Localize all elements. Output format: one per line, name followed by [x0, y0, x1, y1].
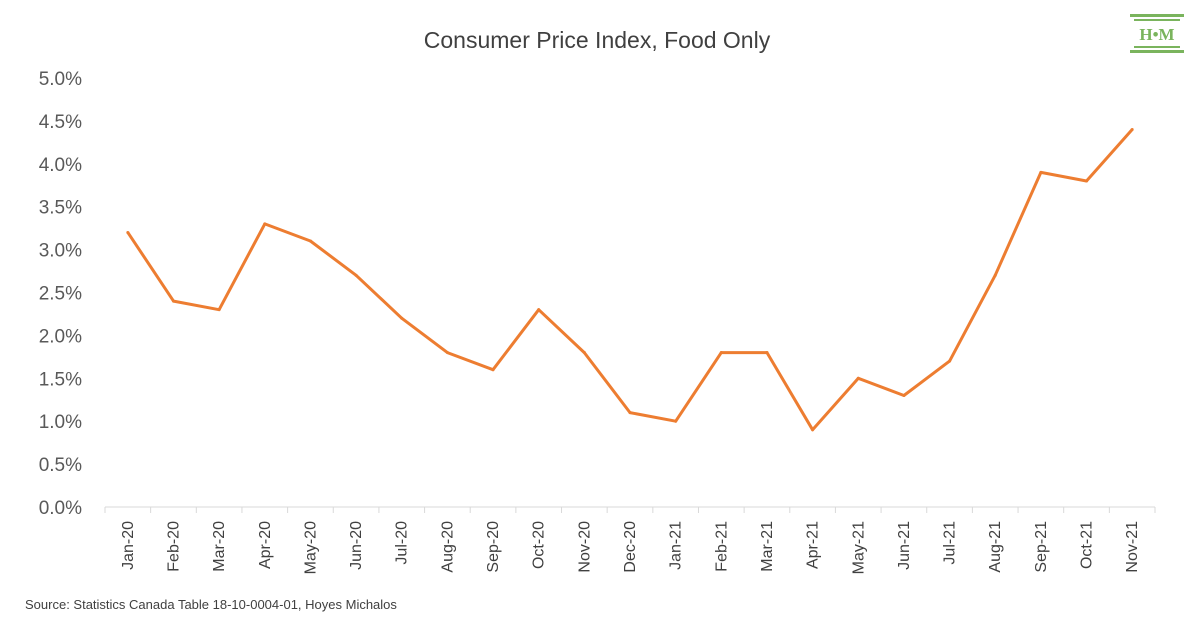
- data-point: [217, 308, 221, 312]
- y-tick-label: 2.0%: [39, 326, 82, 347]
- y-tick-label: 3.5%: [39, 198, 82, 219]
- x-tick-label: Sep-21: [1033, 521, 1050, 573]
- data-point: [1039, 170, 1043, 174]
- x-tick-label: Jun-21: [896, 521, 913, 570]
- data-point: [993, 273, 997, 277]
- x-tick-label: Sep-20: [485, 521, 502, 573]
- x-tick-label: Apr-20: [257, 521, 274, 569]
- data-point: [674, 419, 678, 423]
- x-tick-label: Jul-20: [394, 521, 411, 565]
- x-tick-label: May-21: [850, 521, 867, 574]
- data-point: [491, 368, 495, 372]
- x-tick-label: Jan-20: [120, 521, 137, 570]
- data-point: [582, 351, 586, 355]
- y-tick-label: 4.0%: [39, 155, 82, 176]
- source-note: Source: Statistics Canada Table 18-10-00…: [25, 597, 397, 612]
- x-tick-label: Apr-21: [805, 521, 822, 569]
- data-point: [948, 359, 952, 363]
- x-tick-label: Jan-21: [668, 521, 685, 570]
- chart-title: Consumer Price Index, Food Only: [424, 27, 771, 53]
- data-point: [1085, 179, 1089, 183]
- x-tick-label: Feb-20: [165, 521, 182, 572]
- y-tick-label: 3.0%: [39, 241, 82, 262]
- hoyes-michalos-logo: H•M: [1130, 14, 1184, 53]
- x-tick-label: May-20: [302, 521, 319, 574]
- x-tick-label: Jun-20: [348, 521, 365, 570]
- x-tick-label: Oct-20: [531, 521, 548, 569]
- data-point: [354, 273, 358, 277]
- y-tick-label: 4.5%: [39, 112, 82, 133]
- y-axis: 0.0% 0.5% 1.0% 1.5% 2.0% 2.5% 3.0% 3.5% 4.0% 4.5%…: [39, 69, 82, 519]
- data-point: [902, 393, 906, 397]
- series-line: [126, 128, 1134, 432]
- x-tick-label: Aug-20: [439, 521, 456, 573]
- x-tick-label: Nov-20: [576, 521, 593, 573]
- data-point: [719, 351, 723, 355]
- x-tick-label: Nov-21: [1124, 521, 1141, 573]
- x-tick-label: Mar-20: [211, 521, 228, 572]
- x-tick-label: Oct-21: [1079, 521, 1096, 569]
- data-point: [445, 351, 449, 355]
- data-point: [856, 376, 860, 380]
- x-tick-label: Aug-21: [987, 521, 1004, 573]
- data-point: [765, 351, 769, 355]
- data-point: [1130, 127, 1134, 131]
- x-tick-label: Mar-21: [759, 521, 776, 572]
- y-tick-label: 2.5%: [39, 284, 82, 305]
- plot-area: [126, 127, 1134, 432]
- y-tick-label: 0.0%: [39, 498, 82, 519]
- data-point: [628, 411, 632, 415]
- logo-text: H•M: [1139, 25, 1174, 44]
- y-tick-label: 1.0%: [39, 412, 82, 433]
- data-point: [400, 316, 404, 320]
- y-tick-label: 0.5%: [39, 455, 82, 476]
- data-point: [308, 239, 312, 243]
- data-point: [811, 428, 815, 432]
- x-tick-label: Dec-20: [622, 521, 639, 573]
- x-tick-label: Jul-21: [942, 521, 959, 565]
- data-point: [126, 230, 130, 234]
- data-point: [171, 299, 175, 303]
- x-tick-label: Feb-21: [713, 521, 730, 572]
- y-tick-label: 5.0%: [39, 69, 82, 90]
- data-point: [537, 308, 541, 312]
- x-axis: Jan-20 Feb-20 Mar-20 Apr-20 May-20 Jun-20 Jul-…: [104, 507, 1156, 574]
- data-point: [263, 222, 267, 226]
- y-tick-label: 1.5%: [39, 369, 82, 390]
